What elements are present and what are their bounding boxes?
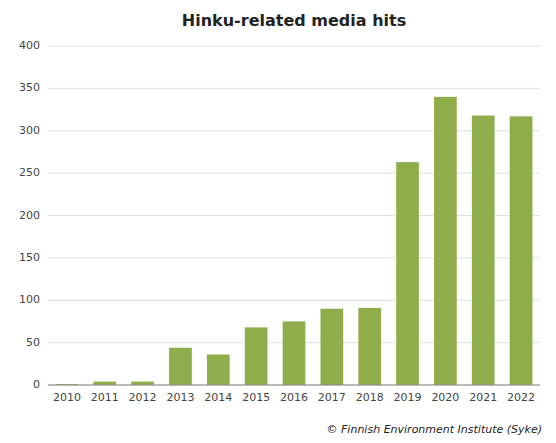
bar <box>320 309 343 385</box>
y-tick-label: 300 <box>19 124 40 137</box>
grid-line <box>48 385 540 386</box>
bar <box>169 348 192 385</box>
x-tick-label: 2022 <box>507 391 535 404</box>
x-tick-label: 2014 <box>204 391 232 404</box>
x-tick-label: 2019 <box>394 391 422 404</box>
bar <box>245 327 268 385</box>
x-tick-label: 2015 <box>242 391 270 404</box>
y-tick-label: 50 <box>26 336 40 349</box>
x-axis-line <box>48 385 540 386</box>
y-tick-label: 350 <box>19 81 40 94</box>
y-tick-label: 150 <box>19 251 40 264</box>
grid-line <box>48 173 540 174</box>
bar <box>510 116 533 385</box>
x-tick-label: 2011 <box>91 391 119 404</box>
bar <box>93 382 116 385</box>
x-tick-label: 2016 <box>280 391 308 404</box>
bars <box>56 97 533 385</box>
bar <box>283 321 306 385</box>
grid-line <box>48 215 540 216</box>
bar <box>434 97 457 385</box>
grid <box>48 46 540 385</box>
x-tick-label: 2020 <box>431 391 459 404</box>
y-tick-label: 250 <box>19 166 40 179</box>
y-tick-label: 0 <box>33 378 40 391</box>
bar <box>396 162 419 385</box>
title: Hinku-related media hits <box>182 11 406 30</box>
x-tick-label: 2018 <box>356 391 384 404</box>
y-tick-label: 200 <box>19 209 40 222</box>
x-tick-label: 2010 <box>53 391 81 404</box>
chart-container: 0 50 100 150 200 250 300 350 400 2010 2011 2012 2013… <box>0 0 556 443</box>
x-tick-label: 2012 <box>129 391 157 404</box>
bar <box>131 382 154 385</box>
x-tick-label: 2021 <box>469 391 497 404</box>
bar <box>358 308 381 385</box>
grid-line <box>48 130 540 131</box>
bar <box>207 354 230 385</box>
caption: © Finnish Environment Institute (Syke) <box>327 423 542 436</box>
x-tick-label: 2017 <box>318 391 346 404</box>
chart: 0 50 100 150 200 250 300 350 400 2010 2011 2012 2013… <box>0 0 556 443</box>
grid-line <box>48 88 540 89</box>
y-tick-label: 100 <box>19 293 40 306</box>
grid-line <box>48 300 540 301</box>
bar <box>472 115 495 385</box>
grid-line <box>48 46 540 47</box>
grid-line <box>48 257 540 258</box>
x-tick-label: 2013 <box>166 391 194 404</box>
y-tick-label: 400 <box>19 39 40 52</box>
